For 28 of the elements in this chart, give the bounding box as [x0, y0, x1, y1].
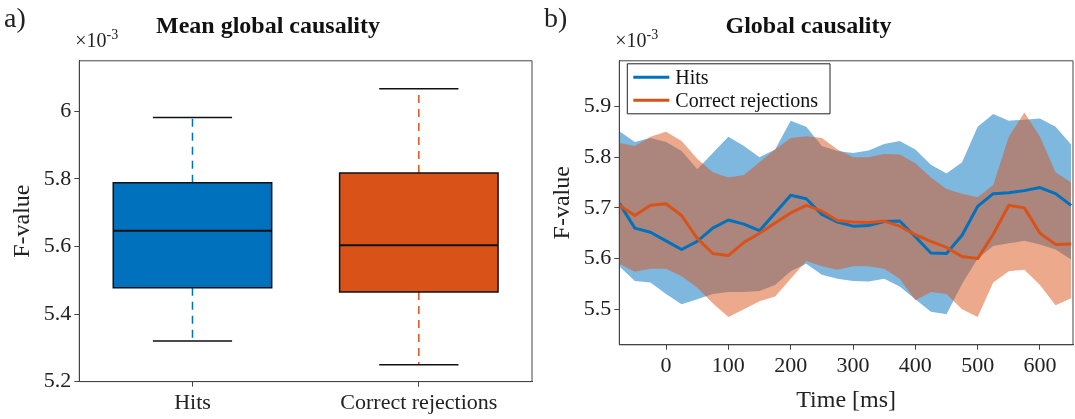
y-tick-label: 5.4 [43, 299, 72, 325]
y-tick-label: 5.7 [583, 193, 612, 219]
y-tick-label: 5.9 [583, 92, 612, 118]
y-tick-label: 5.5 [583, 295, 612, 321]
x-tick-label: 200 [774, 351, 808, 377]
x-tick-label: 500 [961, 351, 995, 377]
text: a) [4, 2, 26, 34]
x-tick-label: 0 [660, 351, 672, 377]
text: ×10$^{-3}$ [615, 26, 659, 52]
y-axis-title: F-value [547, 166, 574, 240]
y-axis-title: F-value [7, 184, 34, 258]
x-tick-label: 100 [711, 351, 745, 377]
y-tick-label: 5.8 [43, 164, 72, 190]
text: ×10$^{-3}$ [75, 26, 119, 52]
chart-title: Global causality [725, 11, 892, 38]
chart-title: Mean global causality [155, 11, 381, 38]
y-tick-label: 5.6 [583, 244, 612, 270]
x-tick-label: 600 [1023, 351, 1057, 377]
x-axis-title: Time [ms] [796, 385, 897, 412]
y-tick-label: 5.6 [43, 232, 72, 258]
y-tick-label: 6 [60, 97, 72, 123]
x-tick-label: 400 [898, 351, 932, 377]
y-tick-label: 5.2 [43, 367, 72, 393]
legend-label: Correct rejections [675, 88, 819, 112]
legend-label: Hits [675, 65, 709, 88]
y-tick-label: 5.8 [583, 142, 612, 168]
x-tick-label: 300 [836, 351, 870, 377]
text: b) [544, 2, 568, 34]
